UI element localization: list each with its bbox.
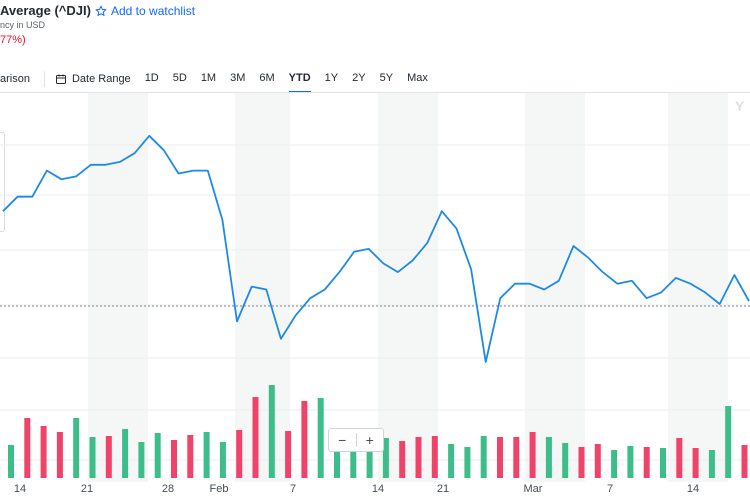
toolbar-divider: [43, 71, 45, 87]
watchlist-label: Add to watchlist: [111, 4, 196, 18]
volume-bar: [725, 406, 732, 478]
range-ytd[interactable]: YTD: [288, 72, 311, 93]
x-tick-label: Mar: [523, 483, 543, 495]
volume-bar: [8, 445, 14, 478]
volume-bar: [431, 436, 438, 478]
volume-bar: [56, 432, 63, 478]
volume-bar: [203, 432, 210, 478]
volume-bar: [24, 418, 31, 478]
x-tick-label: 21: [436, 483, 450, 495]
volume-bar: [301, 401, 308, 478]
range-5d[interactable]: 5D: [172, 72, 187, 84]
volume-bar: [627, 446, 634, 478]
zoom-control: − +: [328, 428, 384, 452]
x-tick-label: Feb: [209, 483, 229, 495]
range-1m[interactable]: 1M: [200, 72, 217, 84]
range-6m[interactable]: 6M: [259, 72, 275, 84]
volume-bar: [366, 439, 373, 478]
volume-bar: [643, 447, 650, 478]
volume-bar: [562, 443, 569, 478]
volume-bar: [252, 397, 259, 478]
comparison-button[interactable]: arison: [0, 73, 30, 85]
volume-bar: [171, 440, 177, 478]
volume-bar: [594, 444, 601, 478]
volume-bar: [660, 448, 666, 478]
volume-bar: [382, 438, 389, 478]
time-band: [525, 92, 585, 482]
volume-bar: [529, 432, 536, 478]
zoom-divider: [355, 433, 357, 447]
page-title: Average (^DJI): [0, 3, 91, 18]
star-icon: [95, 5, 107, 16]
price-change: 77%): [0, 34, 26, 46]
range-max[interactable]: Max: [407, 72, 428, 84]
volume-bar: [154, 433, 161, 478]
volume-bar: [73, 418, 80, 478]
volume-bar: [578, 447, 585, 478]
time-band: [668, 92, 728, 482]
volume-bar: [464, 447, 471, 478]
time-band: [88, 92, 148, 482]
volume-bar: [480, 436, 487, 478]
chart-toolbar: arison Date Range 1D 5D 1M 3M 6M YTD 1Y 2Y 5Y Max: [0, 68, 442, 93]
volume-bar: [497, 437, 503, 478]
volume-bar: [399, 441, 406, 478]
range-3m[interactable]: 3M: [230, 72, 246, 84]
watermark-logo: Y: [735, 98, 745, 114]
price-chart[interactable]: [0, 92, 750, 482]
x-tick-label: 14: [13, 483, 27, 495]
volume-bar: [676, 438, 683, 478]
calendar-icon: [55, 74, 66, 84]
volume-bar: [285, 431, 292, 478]
chart-side-panel[interactable]: [0, 132, 5, 232]
date-range-button[interactable]: Date Range: [55, 73, 131, 85]
volume-bar: [219, 442, 226, 478]
time-band: [235, 92, 290, 482]
volume-bar: [122, 429, 129, 478]
volume-bar: [350, 438, 357, 478]
volume-bar: [89, 437, 96, 478]
range-1d[interactable]: 1D: [144, 72, 159, 84]
volume-bar: [692, 448, 699, 478]
volume-bar: [708, 450, 715, 478]
volume-bar: [448, 444, 455, 478]
x-tick-label: 21: [80, 483, 94, 495]
price-line: [2, 134, 750, 363]
range-1y[interactable]: 1Y: [324, 72, 339, 84]
volume-bar: [138, 442, 145, 478]
volume-bar: [741, 445, 748, 478]
zoom-in-button[interactable]: +: [365, 432, 374, 448]
volume-bar: [334, 432, 340, 478]
add-to-watchlist-button[interactable]: Add to watchlist: [95, 4, 195, 18]
volume-bar: [415, 437, 422, 478]
date-range-label: Date Range: [71, 73, 131, 85]
zoom-out-button[interactable]: −: [338, 432, 347, 448]
volume-bar: [236, 430, 243, 478]
range-2y[interactable]: 2Y: [352, 72, 366, 84]
volume-bar: [513, 437, 520, 478]
volume-bar: [268, 385, 275, 478]
range-selector: 1D 5D 1M 3M 6M YTD 1Y 2Y 5Y Max: [144, 72, 442, 93]
volume-bar: [545, 437, 552, 478]
volume-bar: [105, 436, 112, 478]
volume-bar: [40, 426, 47, 478]
time-band: [378, 92, 438, 482]
volume-bar: [187, 435, 194, 478]
x-tick-label: 14: [686, 483, 700, 495]
x-tick-label: 28: [161, 483, 175, 495]
range-5y[interactable]: 5Y: [379, 72, 394, 84]
currency-note: ncy in USD: [0, 20, 46, 30]
volume-bar: [611, 450, 618, 478]
x-tick-label: 7: [289, 483, 297, 495]
x-tick-label: 14: [371, 483, 385, 495]
x-tick-label: 7: [606, 483, 614, 495]
volume-bar: [317, 398, 324, 478]
